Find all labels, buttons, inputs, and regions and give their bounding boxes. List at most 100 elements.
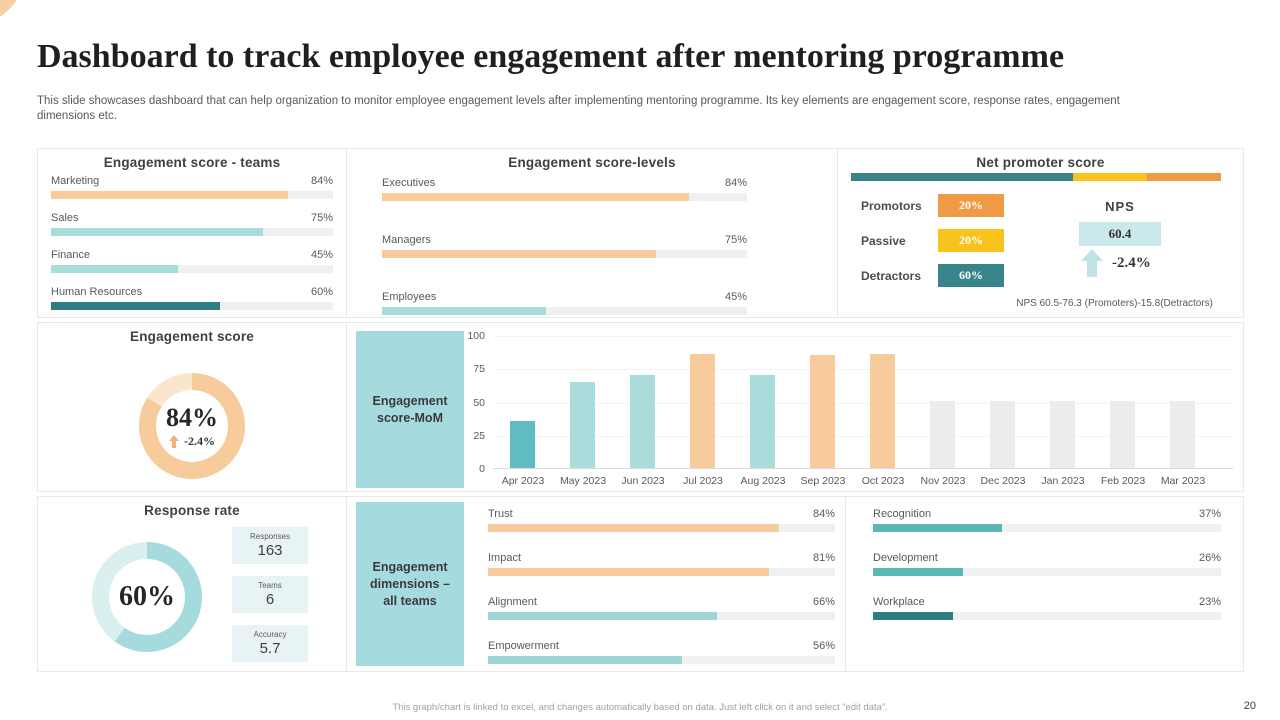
donut-value: 60% (119, 581, 175, 612)
bar-value: 45% (310, 249, 333, 261)
page-title: Dashboard to track employee engagement a… (37, 38, 1065, 75)
bar-label: Trust (488, 508, 513, 520)
x-tick-label: Oct 2023 (861, 475, 905, 487)
nps-footnote: NPS 60.5-76.3 (Promoters)-15.8(Detractor… (1016, 298, 1213, 309)
bar-label: Sales (51, 212, 79, 224)
bar-fill (488, 568, 770, 576)
column-bar (690, 354, 715, 468)
donut-center: 84% -2.4% (139, 373, 245, 479)
x-tick-label: Jul 2023 (683, 475, 723, 487)
bar-fill (488, 656, 683, 664)
hbar-list: Executives 84% Managers 75% Employees 45% (382, 176, 747, 347)
x-tick-label: Jan 2023 (1041, 475, 1085, 487)
stat-label: Accuracy (253, 630, 287, 639)
chart-engagement-dimensions-more[interactable]: Recognition 37% Development 26% Workplace 23% (845, 496, 1244, 672)
donut-chart: 84% -2.4% (139, 373, 245, 479)
bar-row: Sales 75% (51, 211, 333, 236)
stat-box-responses: Responses 163 (232, 527, 308, 564)
stat-list: Responses 163 Teams 6 Accuracy 5.7 (232, 527, 308, 674)
bar-value: 84% (310, 175, 333, 187)
column-bar (1170, 401, 1195, 468)
legend-label: Promotors (861, 198, 922, 213)
legend-row: Passive 20% (861, 229, 1004, 252)
bar-fill (382, 193, 689, 201)
bar-track (488, 524, 835, 532)
bar-track (382, 307, 747, 315)
up-arrow-icon (1081, 249, 1103, 277)
bar-header: Managers 75% (382, 233, 747, 247)
bar-label: Marketing (51, 175, 100, 187)
y-tick-label: 75 (473, 363, 485, 375)
bar-row: Executives 84% (382, 176, 747, 201)
bar-fill (382, 307, 547, 315)
column-bar (1050, 401, 1075, 468)
bar-row: Employees 45% (382, 290, 747, 315)
x-tick-label: Aug 2023 (740, 475, 786, 487)
bar-track (382, 193, 747, 201)
bar-row: Development 26% (873, 551, 1221, 576)
bar-track (51, 191, 333, 199)
column-bar (570, 382, 595, 468)
stacked-bar-segment-promotors (1147, 173, 1221, 181)
bar-header: Finance 45% (51, 248, 333, 262)
bar-label: Finance (51, 249, 91, 261)
page-subtitle: This slide showcases dashboard that can … (37, 95, 1120, 122)
bar-fill (873, 524, 1002, 532)
bar-header: Human Resources 60% (51, 285, 333, 299)
nps-delta: -2.4% (1081, 249, 1151, 277)
donut-delta-value: -2.4% (184, 434, 215, 448)
bar-value: 75% (724, 234, 747, 246)
bar-track (51, 265, 333, 273)
bar-row: Empowerment 56% (488, 639, 835, 664)
bar-value: 84% (724, 177, 747, 189)
gridline (493, 336, 1233, 337)
x-tick-label: Dec 2023 (980, 475, 1026, 487)
chart-net-promoter-score[interactable]: Net promoter score Promotors 20% Passive 20… (837, 148, 1244, 318)
bar-header: Employees 45% (382, 290, 747, 304)
bar-value: 81% (812, 552, 835, 564)
chart-engagement-score-mom[interactable]: Engagement score-MoM 0 25 50 75 100 Apr 2023 M… (346, 322, 1244, 492)
stacked-bar-segment-detractors (851, 173, 1073, 181)
legend-label: Detractors (861, 268, 922, 283)
up-arrow-icon (169, 435, 179, 448)
chart-response-rate[interactable]: Response rate 60% Responses 163 Teams 6 Accu… (37, 496, 347, 672)
bar-label: Empowerment (488, 640, 559, 652)
y-tick-label: 50 (473, 397, 485, 409)
donut-delta: -2.4% (169, 434, 215, 449)
x-tick-label: Sep 2023 (800, 475, 846, 487)
bar-value: 66% (812, 596, 835, 608)
x-tick-label: May 2023 (559, 475, 607, 487)
chart-title: Engagement score (130, 329, 254, 344)
stat-label: Responses (249, 532, 291, 541)
bar-label: Human Resources (51, 286, 143, 298)
nps-legend: Promotors 20% Passive 20% Detractors 60% (861, 194, 1004, 299)
stat-value: 163 (257, 542, 283, 559)
gridline (493, 436, 1233, 437)
bar-row: Managers 75% (382, 233, 747, 258)
column-chart: 0 25 50 75 100 Apr 2023 May 2023 Jun 2023 Jul 20… (467, 330, 1233, 487)
hbar-list: Recognition 37% Development 26% Workplace 23% (873, 507, 1221, 639)
bar-label: Executives (382, 177, 436, 189)
bar-row: Recognition 37% (873, 507, 1221, 532)
decorative-arc (0, 0, 26, 26)
bar-row: Impact 81% (488, 551, 835, 576)
bar-track (51, 302, 333, 310)
stat-value: 5.7 (259, 640, 281, 657)
chart-engagement-score-levels[interactable]: Engagement score-levels Executives 84% Man… (346, 148, 838, 318)
bar-value: 37% (1198, 508, 1221, 520)
chart-engagement-dimensions[interactable]: Engagement dimensions – all teams Trust 8… (346, 496, 846, 672)
stat-box-accuracy: Accuracy 5.7 (232, 625, 308, 662)
footer-note: This graph/chart is linked to excel, and… (392, 702, 888, 713)
y-tick-label: 0 (479, 463, 485, 475)
bar-track (488, 656, 835, 664)
chart-engagement-score-donut[interactable]: Engagement score 84% -2.4% (37, 322, 347, 492)
chart-label-box: Engagement score-MoM (356, 331, 464, 488)
nps-value: 60.4 (1108, 226, 1132, 241)
bar-row: Human Resources 60% (51, 285, 333, 310)
column-bar (930, 401, 955, 468)
chart-engagement-score-teams[interactable]: Engagement score - teams Marketing 84% Sal… (37, 148, 347, 318)
bar-label: Workplace (873, 596, 925, 608)
bar-track (488, 568, 835, 576)
bar-value: 23% (1198, 596, 1221, 608)
bar-header: Development 26% (873, 551, 1221, 565)
